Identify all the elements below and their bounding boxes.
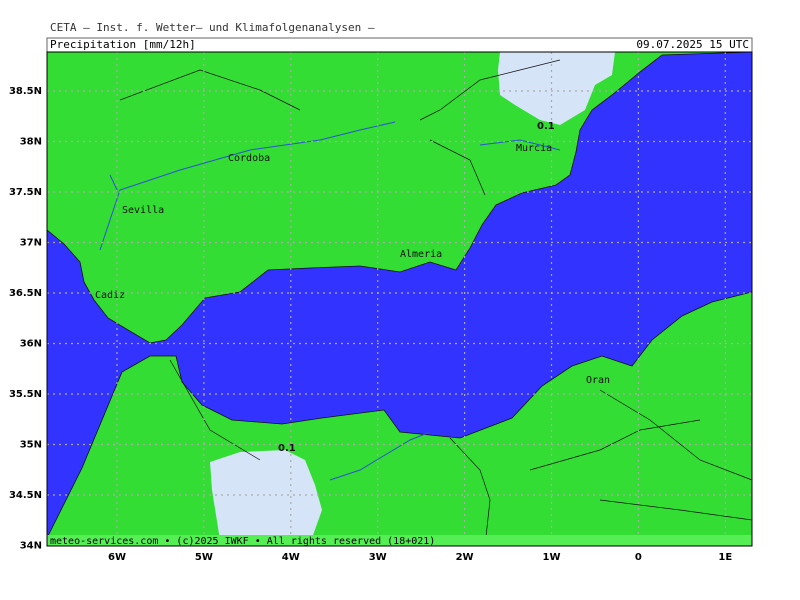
lat-label: 34N: [20, 541, 42, 552]
lat-label: 38.5N: [9, 86, 42, 97]
footer-bar: [47, 535, 752, 546]
place-label: Sevilla: [122, 205, 164, 216]
lat-label: 38N: [20, 137, 42, 148]
valid-time: 09.07.2025 15 UTC: [636, 38, 749, 51]
place-label: Cordoba: [228, 153, 270, 164]
lon-label: 4W: [282, 552, 300, 563]
map: meteo-services.com • (c)2025 IWKF • All …: [46, 51, 753, 547]
lon-label: 3W: [369, 552, 387, 563]
lon-label: 1W: [543, 552, 561, 563]
lat-label: 36.5N: [9, 288, 42, 299]
place-label: Cadiz: [95, 290, 125, 301]
lat-label: 35.5N: [9, 389, 42, 400]
lat-label: 37N: [20, 238, 42, 249]
lon-label: 0: [635, 552, 642, 563]
lon-label: 2W: [456, 552, 474, 563]
place-label: Murcia: [516, 143, 552, 154]
lat-label: 36N: [20, 339, 42, 350]
lat-label: 35N: [20, 440, 42, 451]
precip-area: [210, 450, 322, 540]
place-label: Almeria: [400, 249, 442, 260]
header-title: CETA – Inst. f. Wetter– und Klimafolgena…: [50, 21, 375, 34]
contour-label: 0.1: [537, 121, 555, 132]
river: [99, 121, 561, 481]
border: [119, 59, 753, 547]
lon-label: 6W: [108, 552, 126, 563]
lon-label: 1E: [718, 552, 732, 563]
product-label: Precipitation [mm/12h]: [50, 38, 196, 51]
footer: meteo-services.com • (c)2025 IWKF • All …: [50, 536, 435, 547]
sea: [46, 51, 753, 539]
lat-label: 34.5N: [9, 490, 42, 501]
place-label: Oran: [586, 375, 610, 386]
map-frame: [46, 51, 753, 547]
precip-area: [498, 52, 615, 125]
lon-label: 5W: [195, 552, 213, 563]
lat-label: 37.5N: [9, 187, 42, 198]
contour-label: 0.1: [278, 443, 296, 454]
graticule: [47, 52, 752, 547]
